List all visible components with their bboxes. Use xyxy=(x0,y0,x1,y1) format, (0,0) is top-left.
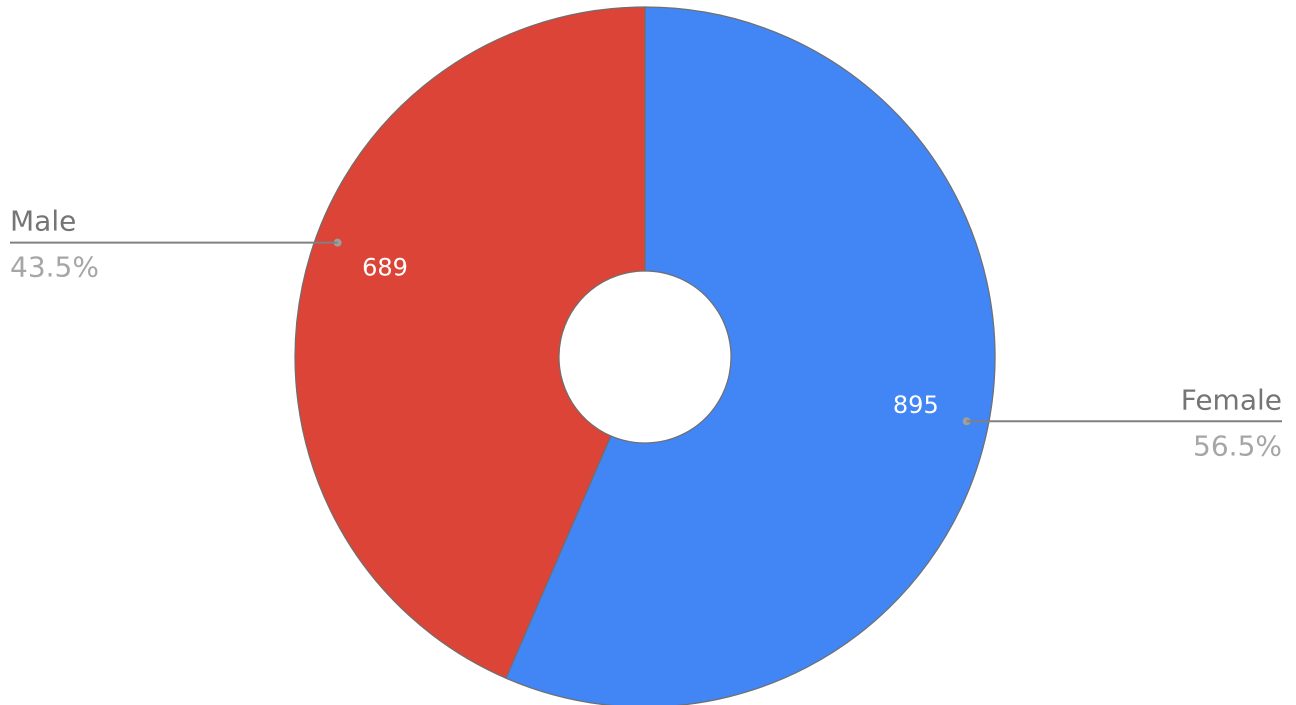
value-label-female: 895 xyxy=(893,391,939,419)
slice-male xyxy=(294,6,646,679)
slice-group xyxy=(294,6,996,705)
percent-label-female: 56.5% xyxy=(1193,429,1282,462)
percent-label-male: 43.5% xyxy=(10,251,99,284)
label-group: 895 Female 56.5% 689 Male 43.5% xyxy=(10,205,1282,462)
category-label-male: Male xyxy=(10,205,76,238)
category-label-female: Female xyxy=(1181,383,1282,416)
value-label-male: 689 xyxy=(362,253,408,281)
slice-female xyxy=(505,6,996,705)
